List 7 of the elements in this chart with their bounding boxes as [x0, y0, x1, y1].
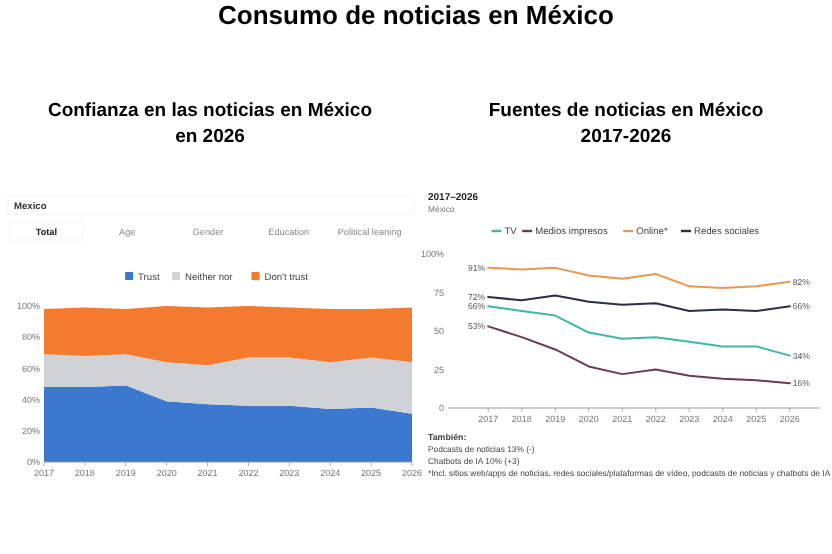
line-series	[487, 294, 791, 312]
line-series	[487, 266, 791, 289]
text: Consumo de noticias en México	[218, 0, 615, 30]
line-series	[487, 325, 791, 385]
chart-title: Fuentes de noticias en México 2017-2026	[488, 100, 764, 148]
chart-title: Confianza en las noticias en México en 2026	[47, 100, 373, 148]
line-series	[487, 305, 791, 357]
